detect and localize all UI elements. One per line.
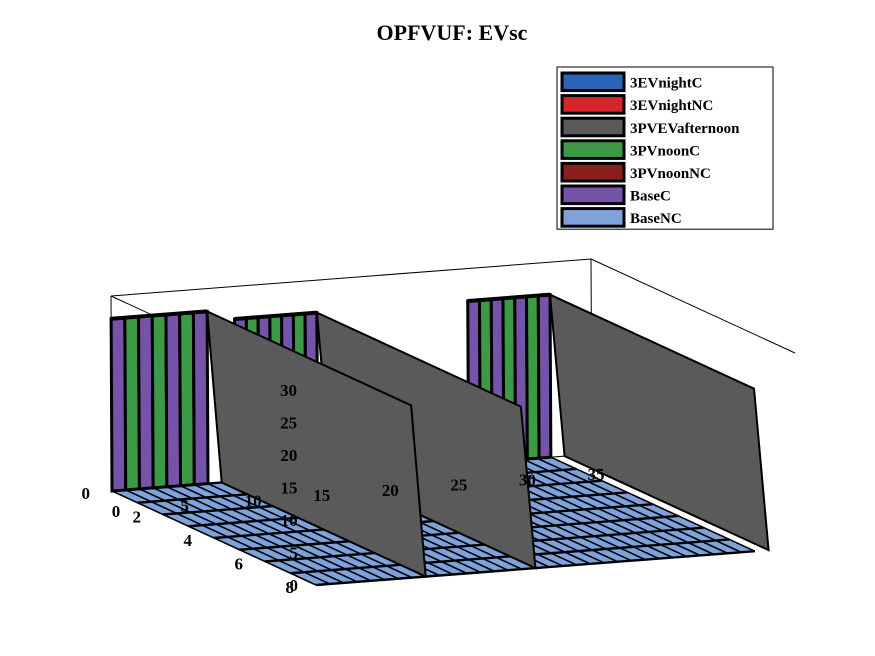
y-tick-label: 0 — [82, 484, 91, 503]
x-tick-label: 35 — [588, 465, 605, 484]
ridge-side-face — [205, 309, 427, 579]
ridge-top-edge — [234, 310, 318, 321]
legend: 3EVnightC 3EVnightNC 3PVEVafternoon 3PVnoon… — [556, 66, 774, 230]
z-tick-label: 20 — [280, 446, 297, 465]
legend-swatch — [560, 184, 626, 206]
axis-line — [110, 258, 592, 297]
y-tick-label: 4 — [184, 531, 193, 550]
y-tick-label: 2 — [133, 508, 142, 527]
z-tick-label: 25 — [280, 414, 297, 433]
legend-swatch — [560, 94, 626, 115]
legend-label: 3EVnightC — [630, 76, 703, 92]
x-tick-label: 25 — [450, 476, 467, 495]
ridge-top-edge — [467, 292, 551, 304]
legend-swatch — [560, 207, 626, 228]
x-tick-label: 5 — [180, 497, 189, 516]
ridge-strip — [536, 293, 553, 460]
legend-label: BaseNC — [630, 211, 682, 227]
y-tick-label: 6 — [235, 555, 244, 574]
z-tick-label: 0 — [290, 576, 299, 595]
x-tick-label: 30 — [519, 470, 536, 489]
z-tick-label: 10 — [281, 511, 298, 530]
x-tick-label: 10 — [245, 491, 262, 510]
ridge-strip — [191, 309, 210, 487]
ridge-side-face — [548, 293, 770, 552]
y-tick-label: 8 — [286, 578, 295, 597]
x-tick-label: 20 — [382, 481, 399, 500]
legend-swatch — [560, 139, 626, 160]
x-tick-label: 15 — [313, 486, 330, 505]
legend-swatch — [560, 71, 626, 93]
legend-label: 3PVnoonNC — [630, 166, 711, 182]
legend-label: 3PVEVafternoon — [630, 121, 740, 137]
z-tick-label: 5 — [289, 544, 298, 563]
legend-label: 3PVnoonC — [630, 143, 700, 159]
legend-label: 3EVnightNC — [630, 98, 713, 114]
ridge-top-edge — [110, 309, 208, 321]
x-tick-label: 0 — [112, 502, 121, 521]
axis-line — [590, 258, 796, 354]
legend-swatch — [560, 161, 626, 183]
legend-label: BaseC — [630, 189, 671, 205]
chart-title: OPFVUF: EVsc — [377, 20, 528, 45]
z-tick-label: 30 — [280, 381, 297, 400]
z-tick-label: 15 — [281, 479, 298, 498]
legend-swatch — [560, 116, 626, 138]
surface-ridges — [109, 292, 770, 579]
